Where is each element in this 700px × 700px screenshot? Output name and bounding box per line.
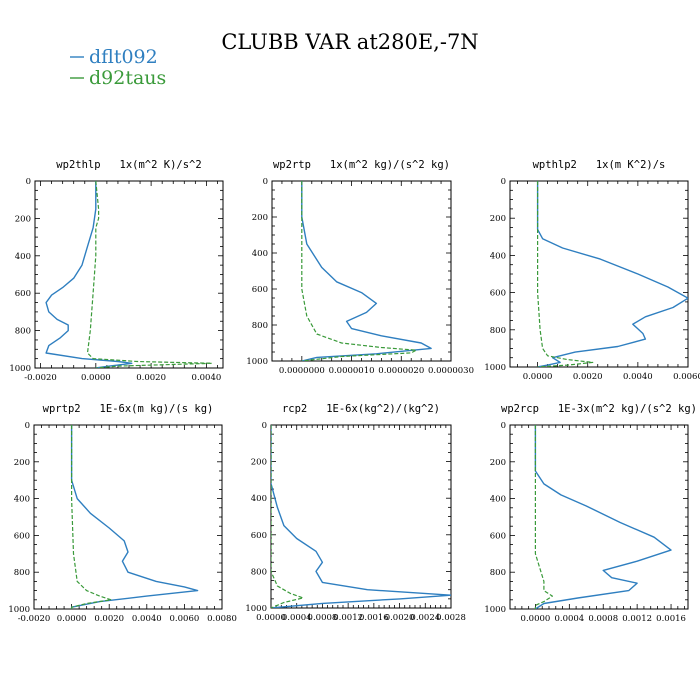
legend-label-dflt092: dflt092 bbox=[89, 46, 158, 68]
y-tick-label: 800 bbox=[252, 321, 268, 331]
y-tick-label: 1000 bbox=[245, 604, 267, 614]
x-tick-label: 0.0060 bbox=[673, 372, 700, 382]
y-tick-label: 1000 bbox=[8, 605, 30, 615]
panel-title: wprtp2 1E-6x(m kg)/(s kg) bbox=[43, 403, 214, 415]
x-tick-label: 0.0000 bbox=[523, 372, 553, 382]
x-tick-label: 0.0008 bbox=[308, 613, 338, 623]
x-tick-label: 0.0060 bbox=[170, 614, 200, 624]
x-tick-label: 0.0000 bbox=[57, 614, 87, 624]
x-tick-label: 0.0020 bbox=[94, 614, 124, 624]
y-tick-label: 600 bbox=[251, 531, 267, 541]
x-tick-label: 0.0016 bbox=[359, 613, 389, 623]
x-tick-label: 0.0012 bbox=[333, 613, 363, 623]
panel-5: rcp2 1E-6x(kg^2)/(kg^2) 0 200 400 600 800 1000… bbox=[245, 403, 466, 623]
x-tick-label: 0.0020 bbox=[573, 372, 603, 382]
y-tick-label: 200 bbox=[490, 458, 506, 468]
y-tick-label: 800 bbox=[490, 568, 506, 578]
x-tick-label: 0.0040 bbox=[192, 373, 222, 383]
y-tick-label: 600 bbox=[14, 531, 30, 541]
x-tick-label: 0.0020 bbox=[136, 373, 166, 383]
series-line-d92taus bbox=[301, 181, 417, 361]
panel-1: wp2thlp 1x(m^2 K)/s^2 0 200 400 600 800 1000-0… bbox=[9, 159, 224, 383]
series-line-d92taus bbox=[86, 181, 213, 368]
y-tick-label: 800 bbox=[14, 568, 30, 578]
x-tick-label: 0.0000030 bbox=[428, 366, 474, 376]
y-tick-label: 1000 bbox=[484, 363, 506, 373]
y-tick-label: 0 bbox=[501, 421, 506, 431]
x-tick-label: 0.0024 bbox=[410, 613, 440, 623]
x-tick-label: 0.0028 bbox=[436, 613, 466, 623]
y-tick-label: 1000 bbox=[9, 364, 31, 374]
panel-title: wpthlp2 1x(m K^2)/s bbox=[533, 159, 666, 171]
panel-6: wp2rcp 1E-3x(m^2 kg)/(s^2 kg) 0 200 400 600 8… bbox=[484, 403, 697, 624]
y-tick-label: 800 bbox=[490, 326, 506, 336]
x-tick-label: 0.0040 bbox=[132, 614, 162, 624]
panels: wp2thlp 1x(m^2 K)/s^202004006008001000-0… bbox=[8, 159, 700, 624]
x-tick-label: 0.0000000 bbox=[279, 366, 325, 376]
y-tick-label: 600 bbox=[490, 289, 506, 299]
panel-title: wp2rcp 1E-3x(m^2 kg)/(s^2 kg) bbox=[501, 403, 697, 415]
series-line-dflt092 bbox=[70, 425, 199, 609]
y-tick-label: 800 bbox=[251, 567, 267, 577]
x-tick-label: 0.0000 bbox=[256, 613, 286, 623]
y-tick-label: 1000 bbox=[484, 605, 506, 615]
x-tick-label: 0.0020 bbox=[385, 613, 415, 623]
y-tick-label: 0 bbox=[25, 421, 30, 431]
panel-2: wp2rtp 1x(m^2 kg)/(s^2 kg) 0 200 400 600 800 1… bbox=[246, 159, 474, 376]
panel-title: wp2rtp 1x(m^2 kg)/(s^2 kg) bbox=[273, 159, 450, 171]
figure-title: CLUBB VAR at280E,-7N bbox=[221, 30, 478, 54]
series-line-dflt092 bbox=[45, 181, 133, 368]
legend-label-d92taus: d92taus bbox=[89, 67, 166, 89]
y-tick-label: 400 bbox=[252, 249, 268, 259]
x-tick-label: 0.0016 bbox=[656, 614, 686, 624]
y-tick-label: 200 bbox=[15, 214, 31, 224]
y-tick-label: 400 bbox=[14, 495, 30, 505]
y-tick-label: 200 bbox=[251, 458, 267, 468]
series-line-dflt092 bbox=[536, 181, 688, 367]
series-line-d92taus bbox=[534, 425, 554, 609]
series-line-dflt092 bbox=[271, 425, 451, 608]
series-line-dflt092 bbox=[301, 181, 432, 361]
x-tick-label: -0.0020 bbox=[24, 373, 57, 383]
y-tick-label: 400 bbox=[490, 251, 506, 261]
panel-3: wpthlp2 1x(m K^2)/s 0 200 400 600 800 1000 0.00… bbox=[484, 159, 700, 382]
x-tick-label: 0.0000 bbox=[81, 373, 111, 383]
x-tick-label: 0.0000020 bbox=[378, 366, 424, 376]
x-tick-label: 0.0080 bbox=[207, 614, 237, 624]
series-line-d92taus bbox=[70, 425, 112, 609]
x-tick-label: 0.0000010 bbox=[329, 366, 375, 376]
y-tick-label: 400 bbox=[15, 252, 31, 262]
y-tick-label: 0 bbox=[263, 177, 268, 187]
panel-title: wp2thlp 1x(m^2 K)/s^2 bbox=[56, 159, 201, 171]
x-tick-label: 0.0004 bbox=[282, 613, 312, 623]
y-tick-label: 200 bbox=[252, 213, 268, 223]
panel-title: rcp2 1E-6x(kg^2)/(kg^2) bbox=[282, 403, 440, 415]
panel-4: wprtp2 1E-6x(m kg)/(s kg) 0 200 400 600 800 10… bbox=[8, 403, 237, 624]
y-tick-label: 0 bbox=[501, 177, 506, 187]
y-tick-label: 1000 bbox=[246, 357, 268, 367]
y-tick-label: 800 bbox=[15, 327, 31, 337]
series-line-d92taus bbox=[536, 181, 594, 367]
y-tick-label: 400 bbox=[490, 495, 506, 505]
series-line-d92taus bbox=[271, 425, 304, 608]
x-tick-label: 0.0008 bbox=[588, 614, 618, 624]
y-tick-label: 600 bbox=[490, 531, 506, 541]
x-tick-label: 0.0000 bbox=[521, 614, 551, 624]
x-tick-label: -0.0020 bbox=[18, 614, 51, 624]
x-tick-label: 0.0040 bbox=[623, 372, 653, 382]
y-tick-label: 600 bbox=[252, 285, 268, 295]
x-tick-label: 0.0004 bbox=[554, 614, 584, 624]
y-tick-label: 200 bbox=[490, 214, 506, 224]
y-tick-label: 600 bbox=[15, 289, 31, 299]
y-tick-label: 200 bbox=[14, 458, 30, 468]
y-tick-label: 400 bbox=[251, 494, 267, 504]
y-tick-label: 0 bbox=[26, 177, 31, 187]
x-tick-label: 0.0012 bbox=[622, 614, 652, 624]
series-line-dflt092 bbox=[534, 425, 672, 609]
y-tick-label: 0 bbox=[262, 421, 267, 431]
